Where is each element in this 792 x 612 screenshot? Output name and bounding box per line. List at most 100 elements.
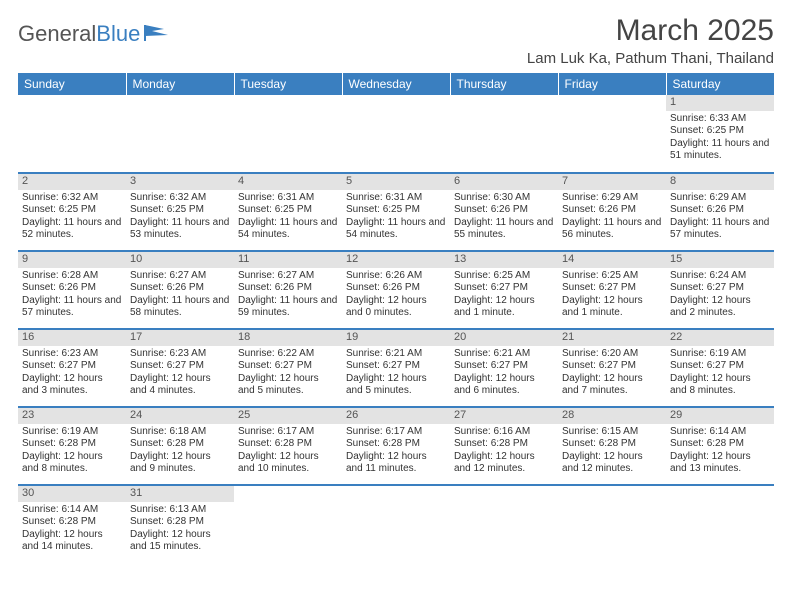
day-body: Sunrise: 6:31 AMSunset: 6:25 PMDaylight:… — [342, 190, 450, 245]
day-header: Thursday — [450, 73, 558, 95]
day-ss: Sunset: 6:28 PM — [562, 438, 662, 451]
day-body: Sunrise: 6:18 AMSunset: 6:28 PMDaylight:… — [126, 424, 234, 479]
day-number: 30 — [18, 486, 126, 502]
calendar-day-cell: 22Sunrise: 6:19 AMSunset: 6:27 PMDayligh… — [666, 329, 774, 407]
calendar-table: SundayMondayTuesdayWednesdayThursdayFrid… — [18, 73, 774, 563]
day-ss: Sunset: 6:27 PM — [670, 282, 770, 295]
calendar-day-cell: 13Sunrise: 6:25 AMSunset: 6:27 PMDayligh… — [450, 251, 558, 329]
day-ss: Sunset: 6:28 PM — [670, 438, 770, 451]
day-number: 14 — [558, 252, 666, 268]
day-header-row: SundayMondayTuesdayWednesdayThursdayFrid… — [18, 73, 774, 95]
calendar-day-cell: 1Sunrise: 6:33 AMSunset: 6:25 PMDaylight… — [666, 95, 774, 173]
calendar-day-cell: 16Sunrise: 6:23 AMSunset: 6:27 PMDayligh… — [18, 329, 126, 407]
day-body: Sunrise: 6:31 AMSunset: 6:25 PMDaylight:… — [234, 190, 342, 245]
day-body: Sunrise: 6:30 AMSunset: 6:26 PMDaylight:… — [450, 190, 558, 245]
calendar-day-cell: 25Sunrise: 6:17 AMSunset: 6:28 PMDayligh… — [234, 407, 342, 485]
calendar-day-cell: 9Sunrise: 6:28 AMSunset: 6:26 PMDaylight… — [18, 251, 126, 329]
day-ss: Sunset: 6:28 PM — [130, 438, 230, 451]
day-number: 11 — [234, 252, 342, 268]
day-body: Sunrise: 6:14 AMSunset: 6:28 PMDaylight:… — [18, 502, 126, 557]
day-body: Sunrise: 6:14 AMSunset: 6:28 PMDaylight:… — [666, 424, 774, 479]
day-body: Sunrise: 6:27 AMSunset: 6:26 PMDaylight:… — [126, 268, 234, 323]
day-body: Sunrise: 6:16 AMSunset: 6:28 PMDaylight:… — [450, 424, 558, 479]
day-body: Sunrise: 6:15 AMSunset: 6:28 PMDaylight:… — [558, 424, 666, 479]
calendar-day-cell: 18Sunrise: 6:22 AMSunset: 6:27 PMDayligh… — [234, 329, 342, 407]
day-sr: Sunrise: 6:21 AM — [454, 348, 554, 361]
day-dl: Daylight: 11 hours and 55 minutes. — [454, 217, 554, 242]
day-body: Sunrise: 6:24 AMSunset: 6:27 PMDaylight:… — [666, 268, 774, 323]
calendar-day-cell: 17Sunrise: 6:23 AMSunset: 6:27 PMDayligh… — [126, 329, 234, 407]
calendar-week-row: 23Sunrise: 6:19 AMSunset: 6:28 PMDayligh… — [18, 407, 774, 485]
day-dl: Daylight: 12 hours and 4 minutes. — [130, 373, 230, 398]
day-body: Sunrise: 6:25 AMSunset: 6:27 PMDaylight:… — [558, 268, 666, 323]
calendar-day-cell: 8Sunrise: 6:29 AMSunset: 6:26 PMDaylight… — [666, 173, 774, 251]
calendar-day-cell: 30Sunrise: 6:14 AMSunset: 6:28 PMDayligh… — [18, 485, 126, 563]
day-sr: Sunrise: 6:31 AM — [346, 192, 446, 205]
day-body: Sunrise: 6:13 AMSunset: 6:28 PMDaylight:… — [126, 502, 234, 557]
calendar-day-cell — [450, 95, 558, 173]
day-sr: Sunrise: 6:32 AM — [22, 192, 122, 205]
day-number: 10 — [126, 252, 234, 268]
day-sr: Sunrise: 6:20 AM — [562, 348, 662, 361]
day-ss: Sunset: 6:25 PM — [130, 204, 230, 217]
day-number: 21 — [558, 330, 666, 346]
day-ss: Sunset: 6:28 PM — [22, 516, 122, 529]
logo-text-general: General — [18, 21, 96, 47]
calendar-day-cell: 26Sunrise: 6:17 AMSunset: 6:28 PMDayligh… — [342, 407, 450, 485]
day-number: 24 — [126, 408, 234, 424]
calendar-week-row: 9Sunrise: 6:28 AMSunset: 6:26 PMDaylight… — [18, 251, 774, 329]
day-number: 22 — [666, 330, 774, 346]
calendar-day-cell: 10Sunrise: 6:27 AMSunset: 6:26 PMDayligh… — [126, 251, 234, 329]
calendar-day-cell — [666, 485, 774, 563]
calendar-day-cell: 15Sunrise: 6:24 AMSunset: 6:27 PMDayligh… — [666, 251, 774, 329]
day-ss: Sunset: 6:27 PM — [238, 360, 338, 373]
calendar-day-cell — [558, 95, 666, 173]
calendar-week-row: 30Sunrise: 6:14 AMSunset: 6:28 PMDayligh… — [18, 485, 774, 563]
day-body: Sunrise: 6:32 AMSunset: 6:25 PMDaylight:… — [18, 190, 126, 245]
day-dl: Daylight: 11 hours and 56 minutes. — [562, 217, 662, 242]
calendar-day-cell: 14Sunrise: 6:25 AMSunset: 6:27 PMDayligh… — [558, 251, 666, 329]
day-ss: Sunset: 6:28 PM — [22, 438, 122, 451]
day-dl: Daylight: 12 hours and 14 minutes. — [22, 529, 122, 554]
day-sr: Sunrise: 6:33 AM — [670, 113, 770, 126]
day-number: 28 — [558, 408, 666, 424]
day-body: Sunrise: 6:28 AMSunset: 6:26 PMDaylight:… — [18, 268, 126, 323]
day-number: 16 — [18, 330, 126, 346]
day-dl: Daylight: 11 hours and 53 minutes. — [130, 217, 230, 242]
day-number: 31 — [126, 486, 234, 502]
day-dl: Daylight: 11 hours and 57 minutes. — [22, 295, 122, 320]
day-number: 9 — [18, 252, 126, 268]
header: GeneralBlue March 2025 Lam Luk Ka, Pathu… — [18, 14, 774, 67]
day-number: 7 — [558, 174, 666, 190]
day-body: Sunrise: 6:27 AMSunset: 6:26 PMDaylight:… — [234, 268, 342, 323]
day-header: Wednesday — [342, 73, 450, 95]
day-number: 25 — [234, 408, 342, 424]
month-title: March 2025 — [527, 14, 774, 48]
day-ss: Sunset: 6:27 PM — [670, 360, 770, 373]
day-ss: Sunset: 6:26 PM — [670, 204, 770, 217]
day-number: 26 — [342, 408, 450, 424]
day-body: Sunrise: 6:21 AMSunset: 6:27 PMDaylight:… — [342, 346, 450, 401]
day-number: 12 — [342, 252, 450, 268]
day-dl: Daylight: 12 hours and 12 minutes. — [454, 451, 554, 476]
day-body: Sunrise: 6:23 AMSunset: 6:27 PMDaylight:… — [126, 346, 234, 401]
calendar-day-cell — [18, 95, 126, 173]
day-dl: Daylight: 12 hours and 6 minutes. — [454, 373, 554, 398]
day-number: 1 — [666, 95, 774, 111]
calendar-week-row: 1Sunrise: 6:33 AMSunset: 6:25 PMDaylight… — [18, 95, 774, 173]
day-body: Sunrise: 6:32 AMSunset: 6:25 PMDaylight:… — [126, 190, 234, 245]
day-sr: Sunrise: 6:17 AM — [346, 426, 446, 439]
logo: GeneralBlue — [18, 14, 170, 48]
day-sr: Sunrise: 6:29 AM — [562, 192, 662, 205]
calendar-day-cell: 3Sunrise: 6:32 AMSunset: 6:25 PMDaylight… — [126, 173, 234, 251]
day-dl: Daylight: 11 hours and 58 minutes. — [130, 295, 230, 320]
day-dl: Daylight: 11 hours and 59 minutes. — [238, 295, 338, 320]
day-sr: Sunrise: 6:17 AM — [238, 426, 338, 439]
day-sr: Sunrise: 6:28 AM — [22, 270, 122, 283]
day-body: Sunrise: 6:23 AMSunset: 6:27 PMDaylight:… — [18, 346, 126, 401]
calendar-day-cell — [342, 95, 450, 173]
calendar-day-cell: 27Sunrise: 6:16 AMSunset: 6:28 PMDayligh… — [450, 407, 558, 485]
day-sr: Sunrise: 6:23 AM — [22, 348, 122, 361]
day-ss: Sunset: 6:25 PM — [670, 125, 770, 138]
day-dl: Daylight: 11 hours and 54 minutes. — [238, 217, 338, 242]
